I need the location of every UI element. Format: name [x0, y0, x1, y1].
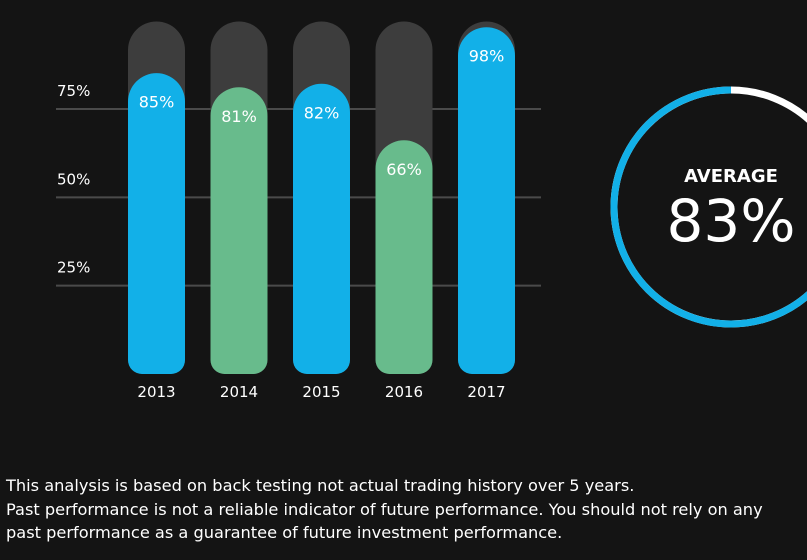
data-label-2017: 98% [469, 47, 505, 66]
bar-2014 [210, 87, 268, 375]
gauge-value-arc [610, 86, 807, 328]
y-tick-label: 75% [57, 82, 90, 100]
data-label-2013: 85% [139, 93, 175, 112]
category-label-2014: 2014 [220, 383, 258, 401]
disclaimer-line: past performance as a guarantee of futur… [6, 523, 563, 542]
disclaimer-line: This analysis is based on back testing n… [6, 476, 635, 495]
x-axis-labels: 2013 2014 2015 2016 2017 [137, 383, 505, 401]
disclaimer: This analysis is based on back testing n… [6, 474, 806, 545]
y-axis-ticks: 25% 50% 75% [57, 82, 90, 277]
bars [128, 27, 515, 375]
data-labels: 85% 81% 82% 66% 98% [139, 47, 505, 179]
data-label-2014: 81% [221, 107, 257, 126]
category-label-2013: 2013 [137, 383, 175, 401]
bar-2015 [293, 83, 350, 374]
bar-2016 [375, 140, 433, 374]
category-label-2017: 2017 [467, 383, 505, 401]
performance-chart: 25%50%75% 85%81% 82%66%98% 2013 2014 2015 20… [56, 21, 807, 401]
gauge-label: AVERAGE [684, 166, 778, 187]
y-tick-label: 50% [57, 170, 90, 188]
category-label-2015: 2015 [302, 383, 340, 401]
average-gauge: AVERAGE 83% [610, 86, 807, 328]
bar-2013 [128, 73, 185, 374]
data-label-2016: 66% [386, 160, 422, 179]
disclaimer-line: Past performance is not a reliable indic… [6, 499, 763, 519]
y-tick-label: 25% [57, 259, 90, 277]
data-label-2015: 82% [304, 103, 340, 122]
bar-2017 [457, 27, 515, 374]
gauge-value: 83% [667, 187, 796, 255]
category-label-2016: 2016 [385, 383, 423, 401]
